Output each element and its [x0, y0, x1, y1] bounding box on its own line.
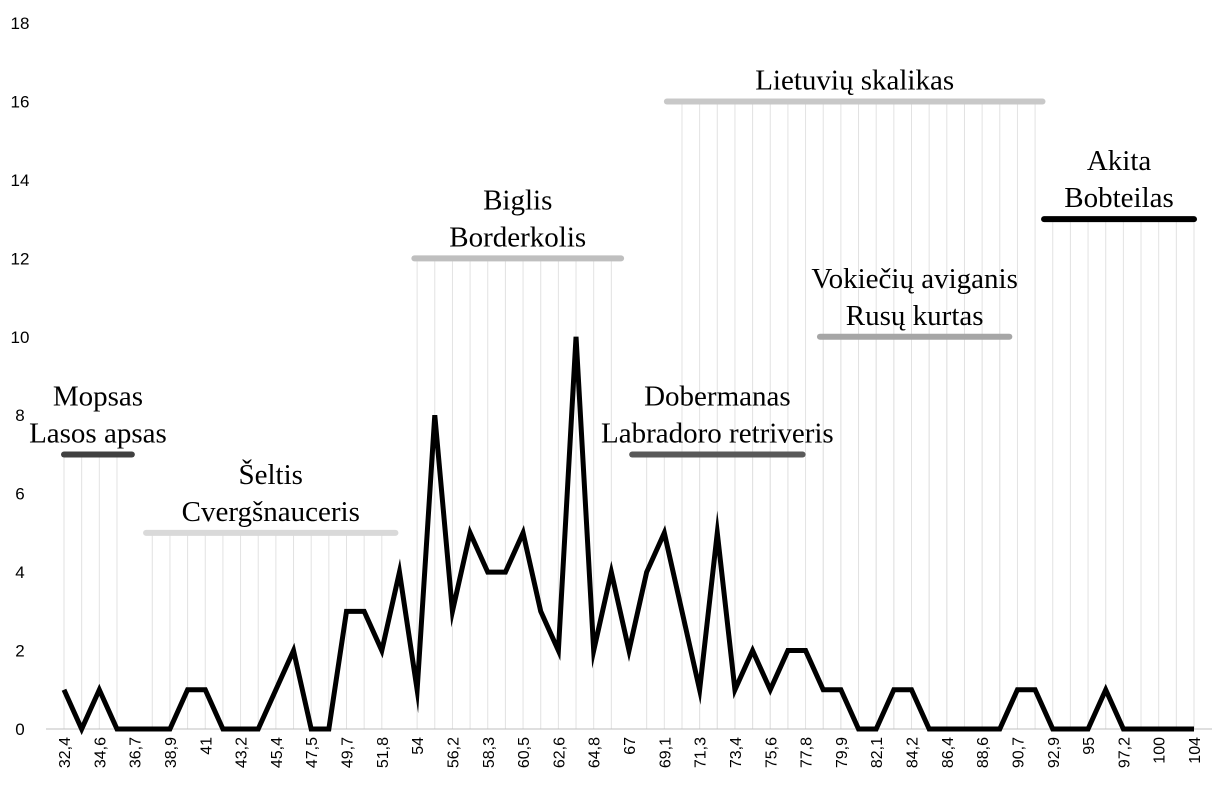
x-tick-label: 47,5 — [304, 737, 321, 768]
y-tick-label: 14 — [11, 171, 30, 190]
breed-label: Dobermanas — [644, 380, 791, 412]
breed-label: Lietuvių skalikas — [755, 64, 954, 96]
x-tick-label: 64,8 — [587, 737, 604, 768]
y-axis: 0 2 4 6 8 10 12 14 16 18 — [11, 14, 30, 739]
x-tick-label: 60,5 — [516, 737, 533, 768]
y-tick-label: 8 — [15, 406, 24, 425]
y-tick-label: 12 — [11, 249, 30, 268]
y-tick-label: 18 — [11, 14, 30, 33]
y-tick-label: 6 — [15, 485, 24, 504]
x-tick-label: 58,3 — [481, 737, 498, 768]
x-tick-label: 36,7 — [128, 737, 145, 768]
x-tick-label: 32,4 — [57, 737, 74, 768]
breed-label: Lasos apsas — [29, 417, 167, 449]
x-tick-label: 34,6 — [92, 737, 109, 768]
breed-label: Mopsas — [53, 380, 143, 412]
breed-ranges: Mopsas Lasos apsas Šeltis Cvergšnauceris Big… — [29, 64, 1197, 536]
x-tick-label: 100 — [1152, 737, 1169, 764]
breed-label: Borderkolis — [449, 221, 586, 253]
y-tick-label: 16 — [11, 92, 30, 111]
x-tick-label: 77,8 — [799, 737, 816, 768]
breed-label: Vokiečių aviganis — [811, 263, 1017, 295]
x-tick-label: 84,2 — [905, 737, 922, 768]
y-tick-label: 4 — [15, 563, 24, 582]
breed-label: Šeltis — [239, 458, 303, 491]
series-layer — [61, 336, 1195, 736]
x-tick-label: 45,4 — [269, 737, 286, 768]
x-tick-label: 92,9 — [1046, 737, 1063, 768]
x-axis: 32,4 34,6 36,7 38,9 41 43,2 45,4 47,5 49,7 51,8 54… — [57, 737, 1204, 768]
x-tick-label: 104 — [1187, 737, 1204, 764]
x-tick-label: 43,2 — [234, 737, 251, 768]
x-tick-label: 90,7 — [1010, 737, 1027, 768]
x-tick-label: 75,6 — [763, 737, 780, 768]
y-tick-label: 2 — [15, 642, 24, 661]
x-tick-label: 97,2 — [1116, 737, 1133, 768]
y-tick-label: 10 — [11, 328, 30, 347]
x-tick-label: 86,4 — [940, 737, 957, 768]
breed-label: Akita — [1087, 145, 1152, 177]
x-tick-label: 41 — [198, 737, 215, 755]
x-tick-label: 88,6 — [975, 737, 992, 768]
x-tick-label: 54 — [410, 737, 427, 755]
x-tick-label: 82,1 — [869, 737, 886, 768]
breed-label: Cvergšnauceris — [182, 496, 360, 528]
range-gridlines — [63, 101, 1195, 729]
x-tick-label: 73,4 — [728, 737, 745, 768]
x-tick-label: 38,9 — [163, 737, 180, 768]
x-tick-label: 95 — [1081, 737, 1098, 755]
x-tick-label: 49,7 — [340, 737, 357, 768]
y-tick-label: 0 — [15, 720, 24, 739]
breed-label: Rusų kurtas — [846, 300, 984, 332]
x-tick-label: 69,1 — [657, 737, 674, 768]
x-tick-label: 67 — [622, 737, 639, 755]
breed-label: Biglis — [483, 184, 552, 216]
breed-label: Labradoro retriveris — [601, 417, 834, 449]
x-tick-label: 51,8 — [375, 737, 392, 768]
x-tick-label: 79,9 — [834, 737, 851, 768]
breed-label: Bobteilas — [1064, 182, 1174, 214]
x-tick-label: 71,3 — [693, 737, 710, 768]
x-tick-label: 56,2 — [445, 737, 462, 768]
x-tick-label: 62,6 — [551, 737, 568, 768]
